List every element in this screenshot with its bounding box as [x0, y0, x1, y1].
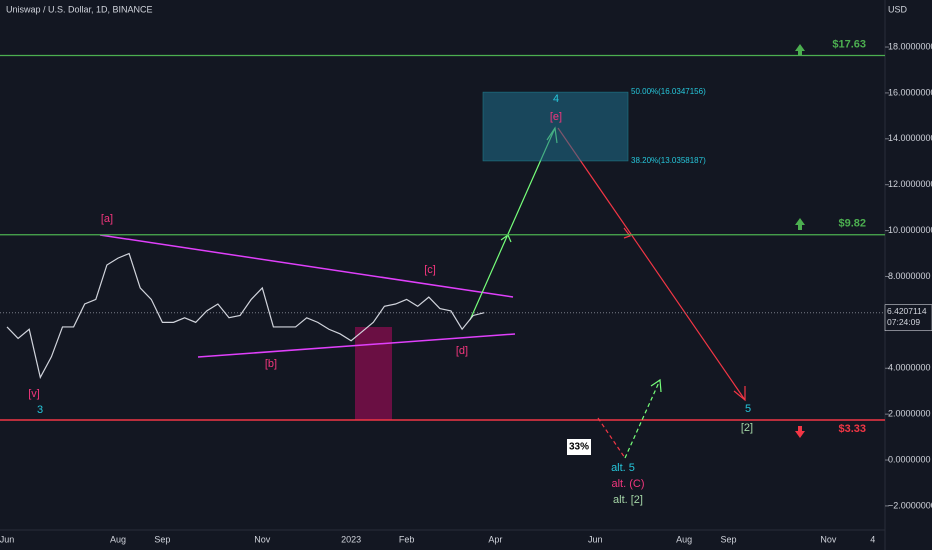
- x-tick-label: Aug: [676, 534, 692, 544]
- up-icon: [795, 218, 805, 230]
- y-tick-label: 10.0000000: [888, 225, 932, 235]
- fib-label: 38.20%(13.0358187): [631, 156, 706, 165]
- wave-label: [2]: [741, 422, 753, 434]
- y-tick-label: 12.0000000: [888, 179, 932, 189]
- probability: 33%: [569, 442, 589, 453]
- price-line: [6, 252, 485, 380]
- fib-zone: [482, 91, 629, 162]
- y-tick-label: 8.0000000: [888, 271, 931, 281]
- alt-projection-down: [597, 417, 626, 459]
- last-price-label: 6.4207114: [887, 306, 927, 316]
- last-price-box: [884, 304, 932, 332]
- x-tick-label: Jun: [588, 534, 603, 544]
- y-axis-label: USD: [888, 4, 908, 14]
- x-tick-label: Nov: [820, 534, 837, 544]
- x-tick-label: 4: [870, 534, 875, 544]
- alt-projection-up: [624, 379, 661, 459]
- y-tick-label: 16.0000000: [888, 87, 932, 97]
- x-tick-label: Sep: [154, 534, 170, 544]
- wave-label: [c]: [424, 264, 436, 276]
- x-tick-label: Sep: [720, 534, 736, 544]
- wave-label: [a]: [101, 213, 113, 225]
- y-tick-label: −2.0000000: [888, 500, 932, 510]
- wave-label: alt. [2]: [613, 494, 643, 506]
- y-tick-label: 0.0000000: [888, 454, 931, 464]
- wave-label: [v]: [28, 388, 40, 400]
- x-tick-label: 2023: [341, 534, 361, 544]
- down-icon: [795, 426, 805, 438]
- wave-label: alt. 5: [611, 462, 635, 474]
- y-tick-label: 2.0000000: [888, 409, 931, 419]
- trend-line: [99, 234, 514, 298]
- y-tick-label: 18.0000000: [888, 41, 932, 51]
- wave-label: [d]: [456, 345, 468, 357]
- level-label: $9.82: [838, 218, 866, 230]
- trend-line: [197, 333, 516, 358]
- y-tick-label: 4.0000000: [888, 363, 931, 373]
- zone-box: [355, 327, 392, 420]
- arrow-head: [733, 386, 746, 402]
- up-icon: [795, 44, 805, 56]
- countdown: 07:24:09: [887, 317, 920, 327]
- arrow-head: [650, 378, 662, 393]
- x-tick-label: Aug: [110, 534, 126, 544]
- wave-label: [b]: [265, 358, 277, 370]
- y-tick-label: 14.0000000: [888, 133, 932, 143]
- wave-label: 3: [37, 404, 43, 416]
- projection-down: [557, 127, 746, 401]
- x-tick-label: Apr: [488, 534, 502, 544]
- chart-title: Uniswap / U.S. Dollar, 1D, BINANCE: [6, 4, 153, 14]
- wave-label: [e]: [550, 111, 562, 123]
- support-label: $3.33: [838, 423, 866, 435]
- wave-label: 5: [745, 403, 751, 415]
- wave-label: 4: [553, 93, 559, 105]
- x-tick-label: Feb: [399, 534, 415, 544]
- wave-label: alt. (C): [612, 478, 645, 490]
- x-tick-label: Jun: [0, 534, 14, 544]
- probability-box: [567, 439, 591, 455]
- level-label: $17.63: [832, 38, 866, 50]
- arrow-tick: [623, 227, 631, 239]
- fib-label: 50.00%(16.0347156): [631, 87, 706, 96]
- x-tick-label: Nov: [254, 534, 271, 544]
